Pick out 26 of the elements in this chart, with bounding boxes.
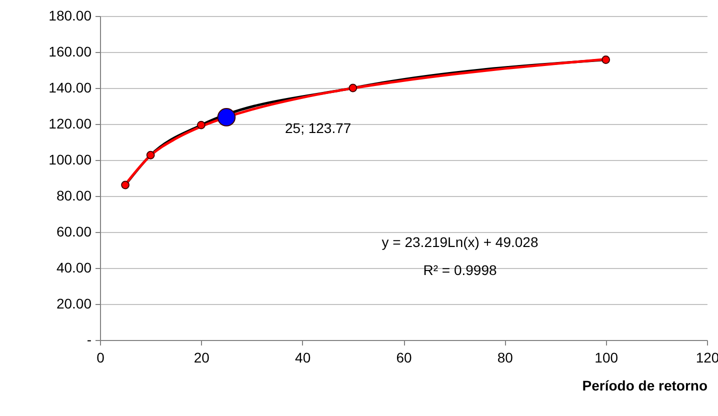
point	[196, 120, 206, 130]
point	[348, 84, 358, 92]
y-tick-label: 40.00	[56, 260, 92, 276]
y-tick-label: 140.00	[48, 80, 92, 96]
annotation: y = 23.219Ln(x) + 49.028	[382, 234, 538, 250]
y-tick-label: 20.00	[56, 296, 92, 312]
y-tick-label: 60.00	[56, 224, 92, 240]
x-tick-label: 100	[594, 350, 618, 366]
x-axis-title: Período de retorno	[582, 378, 708, 394]
y-tick-label: 160.00	[48, 44, 92, 60]
point	[121, 180, 130, 190]
x-tick-label: 40	[295, 350, 311, 366]
point	[217, 108, 236, 126]
annotation: R² = 0.9998	[423, 262, 497, 278]
x-tick-label: 80	[497, 350, 514, 366]
point	[146, 150, 155, 160]
annotation: 25; 123.77	[285, 120, 352, 136]
y-tick-label: 80.00	[56, 188, 92, 204]
y-tick-label: 100.00	[48, 152, 92, 168]
point	[602, 56, 610, 64]
y-tick-label: 120.00	[48, 116, 92, 132]
x-tick-label: 20	[194, 350, 210, 366]
x-tick-label: 60	[396, 350, 412, 366]
y-tick-label: -	[86, 332, 92, 348]
y-tick-label: 180.00	[48, 8, 92, 24]
x-tick-label: 0	[96, 350, 105, 366]
